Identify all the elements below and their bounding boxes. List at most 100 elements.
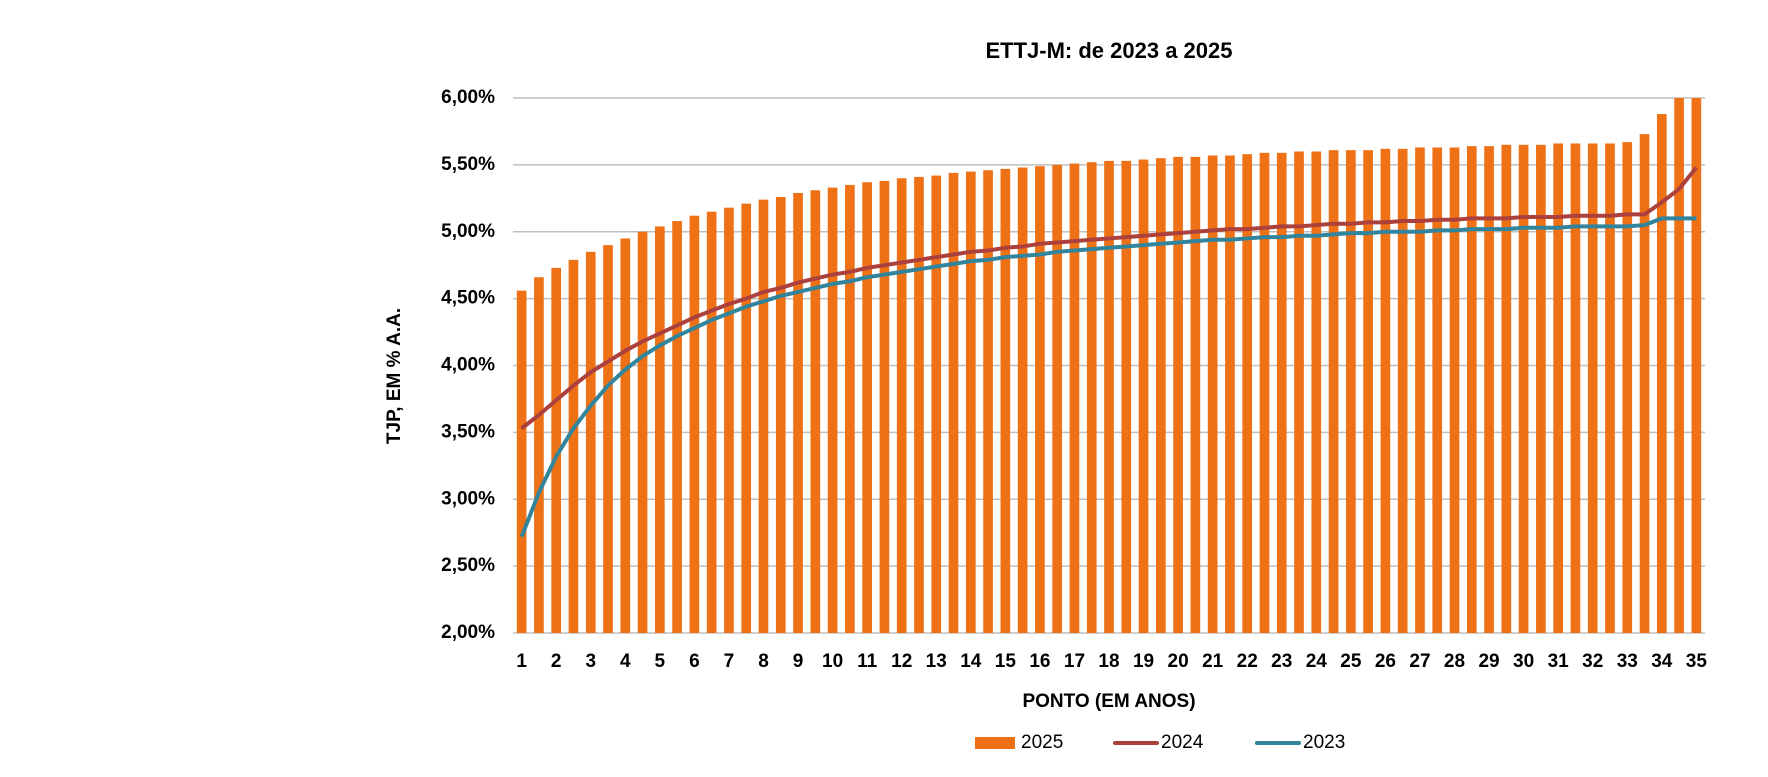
bar [862, 182, 872, 633]
bar [1259, 152, 1270, 633]
x-tick-label: 16 [1029, 651, 1050, 672]
bar [1639, 134, 1650, 634]
bar [1328, 150, 1339, 633]
line [519, 216, 1697, 538]
x-tick-label: 12 [891, 651, 912, 672]
x-tick-label: 34 [1651, 651, 1673, 672]
x-tick-label: 6 [689, 651, 700, 672]
x-tick-label: 27 [1409, 651, 1430, 672]
x-tick-label: 11 [857, 651, 878, 672]
x-tick-label: 33 [1617, 651, 1638, 672]
x-tick-label: 32 [1582, 651, 1603, 672]
x-tick-label: 29 [1478, 651, 1499, 672]
bar [775, 196, 786, 633]
bar [1311, 151, 1322, 633]
bar [1674, 98, 1684, 633]
bar [1276, 152, 1287, 633]
bar [1138, 159, 1149, 633]
x-tick-label: 20 [1168, 651, 1189, 672]
x-tick-label: 17 [1064, 651, 1085, 672]
bar [1017, 167, 1028, 634]
bar [1587, 143, 1598, 633]
bar [1656, 114, 1667, 634]
bar [1207, 155, 1218, 633]
bar [568, 259, 579, 633]
legend-label: 2023 [1303, 732, 1345, 753]
bar [1518, 144, 1529, 633]
line [520, 166, 1698, 430]
y-tick-label: 3,50% [441, 421, 495, 442]
bar [1155, 158, 1166, 633]
bar [1622, 142, 1633, 633]
bar [810, 190, 821, 633]
y-tick-label: 2,50% [441, 555, 495, 576]
x-tick-label: 13 [926, 651, 947, 672]
bar [1035, 166, 1045, 633]
bar [672, 221, 682, 634]
y-tick-label: 5,50% [441, 154, 495, 175]
bar [1294, 151, 1304, 633]
x-tick-label: 26 [1375, 651, 1396, 672]
bar [845, 184, 855, 633]
bar [965, 171, 976, 633]
x-tick-label: 24 [1306, 651, 1328, 672]
bar [793, 192, 803, 633]
x-tick-label: 4 [620, 651, 631, 672]
x-tick-label: 2 [551, 651, 562, 672]
bar [1000, 168, 1011, 633]
bar [1466, 146, 1477, 633]
bar [741, 203, 752, 633]
x-tick-label: 23 [1271, 651, 1292, 672]
bar [1484, 146, 1494, 633]
bar [1173, 156, 1183, 633]
chart-title: ETTJ-M: de 2023 a 2025 [985, 38, 1232, 63]
x-tick-label: 22 [1237, 651, 1258, 672]
bar [1086, 162, 1097, 633]
x-tick-label: 25 [1340, 651, 1362, 672]
bar [1501, 144, 1512, 633]
bar [758, 199, 769, 633]
bar [827, 187, 838, 634]
bar [1363, 150, 1373, 633]
x-tick-label: 30 [1513, 651, 1534, 672]
y-axis-title: TJP, EM % A.A. [384, 308, 405, 444]
y-tick-label: 2,00% [441, 622, 495, 643]
bar [689, 215, 700, 633]
bar [637, 231, 648, 633]
x-tick-label: 3 [585, 651, 596, 672]
bar [724, 207, 734, 634]
bar [1570, 143, 1581, 633]
bar [1449, 147, 1460, 634]
bar [1121, 160, 1132, 634]
bar [585, 251, 596, 633]
x-tick-label: 21 [1202, 651, 1224, 672]
y-tick-label: 4,00% [441, 355, 495, 376]
bar [1553, 143, 1563, 633]
bar [1225, 155, 1235, 633]
x-tick-label: 8 [758, 651, 769, 672]
x-tick-label: 19 [1133, 651, 1154, 672]
bar [879, 180, 890, 634]
bar [931, 175, 942, 633]
bar [1691, 98, 1702, 633]
legend-swatch [975, 737, 1015, 749]
x-tick-label: 14 [960, 651, 982, 672]
bar [603, 245, 613, 633]
bar [1190, 156, 1201, 633]
x-tick-label: 7 [724, 651, 735, 672]
bar [620, 238, 631, 633]
bar [1346, 150, 1356, 633]
legend-label: 2024 [1161, 732, 1204, 753]
x-tick-label: 28 [1444, 651, 1465, 672]
y-tick-label: 6,00% [441, 87, 495, 108]
bar [706, 211, 717, 633]
x-tick-label: 10 [822, 651, 843, 672]
bar [655, 226, 665, 633]
bar [1069, 163, 1080, 633]
x-axis-title: PONTO (EM ANOS) [1022, 691, 1195, 712]
bar [534, 277, 544, 633]
x-tick-label: 1 [516, 651, 527, 672]
y-tick-label: 3,00% [441, 488, 495, 509]
bar [1605, 143, 1615, 633]
